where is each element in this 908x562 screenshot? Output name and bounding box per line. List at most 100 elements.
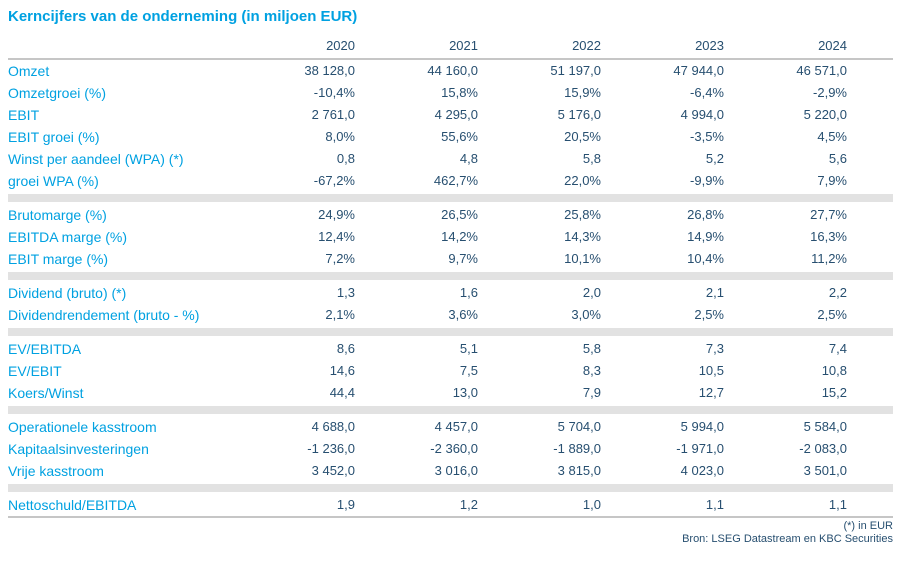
row-spacer bbox=[847, 382, 893, 404]
cell-value: 25,8% bbox=[564, 207, 601, 222]
cell-value: 4 295,0 bbox=[434, 107, 478, 122]
row-spacer bbox=[847, 204, 893, 226]
footnote-eur: (*) in EUR bbox=[843, 520, 893, 532]
cell-value: 16,3% bbox=[810, 229, 847, 244]
cell-value: 1,3 bbox=[336, 285, 355, 300]
cell-value: 5 994,0 bbox=[680, 419, 724, 434]
cell-value: 2,2 bbox=[828, 285, 847, 300]
row-label: EV/EBITDA bbox=[8, 341, 82, 357]
cell-value: 14,2% bbox=[441, 229, 478, 244]
cell-value: 1,2 bbox=[459, 497, 478, 512]
table-row: Nettoschuld/EBITDA 1,9 1,2 1,0 1,1 1,1 bbox=[8, 494, 893, 517]
cell-value: 44,4 bbox=[329, 385, 355, 400]
cell-value: 0,8 bbox=[336, 151, 355, 166]
cell-value: -2,9% bbox=[813, 85, 847, 100]
cell-value: -3,5% bbox=[690, 129, 724, 144]
table-row: Omzetgroei (%) -10,4% 15,8% 15,9% -6,4% -2,9% bbox=[8, 82, 893, 104]
section-divider bbox=[8, 192, 893, 204]
table-row: Operationele kasstroom 4 688,0 4 457,0 5 70… bbox=[8, 416, 893, 438]
cell-value: 7,5 bbox=[459, 363, 478, 378]
cell-value: 2,1% bbox=[325, 307, 355, 322]
cell-value: 5 584,0 bbox=[803, 419, 847, 434]
cell-value: 1,1 bbox=[705, 497, 724, 512]
section-divider-bar bbox=[8, 328, 893, 336]
key-figures-table: 2020 2021 2022 2023 2024 Omzet 38 128,0 44 160… bbox=[8, 36, 893, 518]
section-divider bbox=[8, 482, 893, 494]
cell-value: 44 160,0 bbox=[427, 63, 478, 78]
cell-value: 11,2% bbox=[811, 251, 847, 266]
section-divider-bar bbox=[8, 484, 893, 492]
cell-value: 2,1 bbox=[705, 285, 724, 300]
row-label: Koers/Winst bbox=[8, 385, 84, 401]
row-label: Operationele kasstroom bbox=[8, 419, 157, 435]
table-row: Dividend (bruto) (*) 1,3 1,6 2,0 2,1 2,2 bbox=[8, 282, 893, 304]
row-spacer bbox=[847, 170, 893, 192]
year-column-header: 2024 bbox=[724, 36, 847, 60]
cell-value: 3 016,0 bbox=[434, 463, 478, 478]
cell-value: 7,3 bbox=[705, 341, 724, 356]
cell-value: 51 197,0 bbox=[550, 63, 601, 78]
table-row: EBIT 2 761,0 4 295,0 5 176,0 4 994,0 5 220,0 bbox=[8, 104, 893, 126]
cell-value: 4 688,0 bbox=[311, 419, 355, 434]
cell-value: 24,9% bbox=[318, 207, 355, 222]
cell-value: 7,2% bbox=[325, 251, 355, 266]
row-label: Nettoschuld/EBITDA bbox=[8, 497, 137, 513]
row-spacer bbox=[847, 494, 893, 517]
cell-value: 4 457,0 bbox=[434, 419, 478, 434]
cell-value: -9,9% bbox=[690, 173, 724, 188]
cell-value: 15,2 bbox=[821, 385, 847, 400]
row-label: EV/EBIT bbox=[8, 363, 62, 379]
cell-value: 8,0% bbox=[325, 129, 355, 144]
year-column-header: 2020 bbox=[232, 36, 355, 60]
cell-value: 8,6 bbox=[336, 341, 355, 356]
cell-value: 12,7 bbox=[698, 385, 724, 400]
cell-value: -2 360,0 bbox=[430, 441, 478, 456]
table-row: groei WPA (%) -67,2% 462,7% 22,0% -9,9% 7,9% bbox=[8, 170, 893, 192]
row-label: Brutomarge (%) bbox=[8, 207, 107, 223]
row-spacer bbox=[847, 126, 893, 148]
cell-value: 5,8 bbox=[582, 151, 601, 166]
table-row: Omzet 38 128,0 44 160,0 51 197,0 47 944,0 46 … bbox=[8, 59, 893, 82]
cell-value: 38 128,0 bbox=[304, 63, 355, 78]
section-divider bbox=[8, 404, 893, 416]
year-column-header: 2022 bbox=[478, 36, 601, 60]
row-label: Vrije kasstroom bbox=[8, 463, 104, 479]
year-column-header: 2021 bbox=[355, 36, 478, 60]
cell-value: 462,7% bbox=[433, 173, 478, 188]
cell-value: 46 571,0 bbox=[796, 63, 847, 78]
row-spacer bbox=[847, 59, 893, 82]
cell-value: 1,6 bbox=[459, 285, 478, 300]
row-spacer bbox=[847, 360, 893, 382]
cell-value: -2 083,0 bbox=[799, 441, 847, 456]
cell-value: 5,1 bbox=[459, 341, 478, 356]
table-row: EBITDA marge (%) 12,4% 14,2% 14,3% 14,9% 16,3… bbox=[8, 226, 893, 248]
row-label: Omzet bbox=[8, 63, 50, 79]
row-spacer bbox=[847, 416, 893, 438]
cell-value: 7,9% bbox=[817, 173, 847, 188]
cell-value: 5 704,0 bbox=[557, 419, 601, 434]
cell-value: 2,0 bbox=[582, 285, 601, 300]
row-label: Dividendrendement (bruto - %) bbox=[8, 307, 200, 323]
table-row: Dividendrendement (bruto - %) 2,1% 3,6% 3,0… bbox=[8, 304, 893, 326]
cell-value: -1 889,0 bbox=[553, 441, 601, 456]
cell-value: 4 994,0 bbox=[680, 107, 724, 122]
cell-value: 55,6% bbox=[441, 129, 478, 144]
row-spacer bbox=[847, 226, 893, 248]
cell-value: 27,7% bbox=[810, 207, 847, 222]
section-divider-bar bbox=[8, 406, 893, 414]
section-divider bbox=[8, 326, 893, 338]
row-spacer bbox=[847, 282, 893, 304]
section-divider-bar bbox=[8, 272, 893, 280]
cell-value: 9,7% bbox=[448, 251, 478, 266]
row-spacer bbox=[847, 338, 893, 360]
cell-value: 10,5 bbox=[698, 363, 724, 378]
cell-value: 4,8 bbox=[459, 151, 478, 166]
cell-value: 15,9% bbox=[564, 85, 601, 100]
cell-value: 20,5% bbox=[564, 129, 601, 144]
cell-value: 8,3 bbox=[582, 363, 601, 378]
cell-value: -1 236,0 bbox=[307, 441, 355, 456]
cell-value: -10,4% bbox=[313, 85, 355, 100]
cell-value: 3 501,0 bbox=[803, 463, 847, 478]
cell-value: 5,6 bbox=[828, 151, 847, 166]
